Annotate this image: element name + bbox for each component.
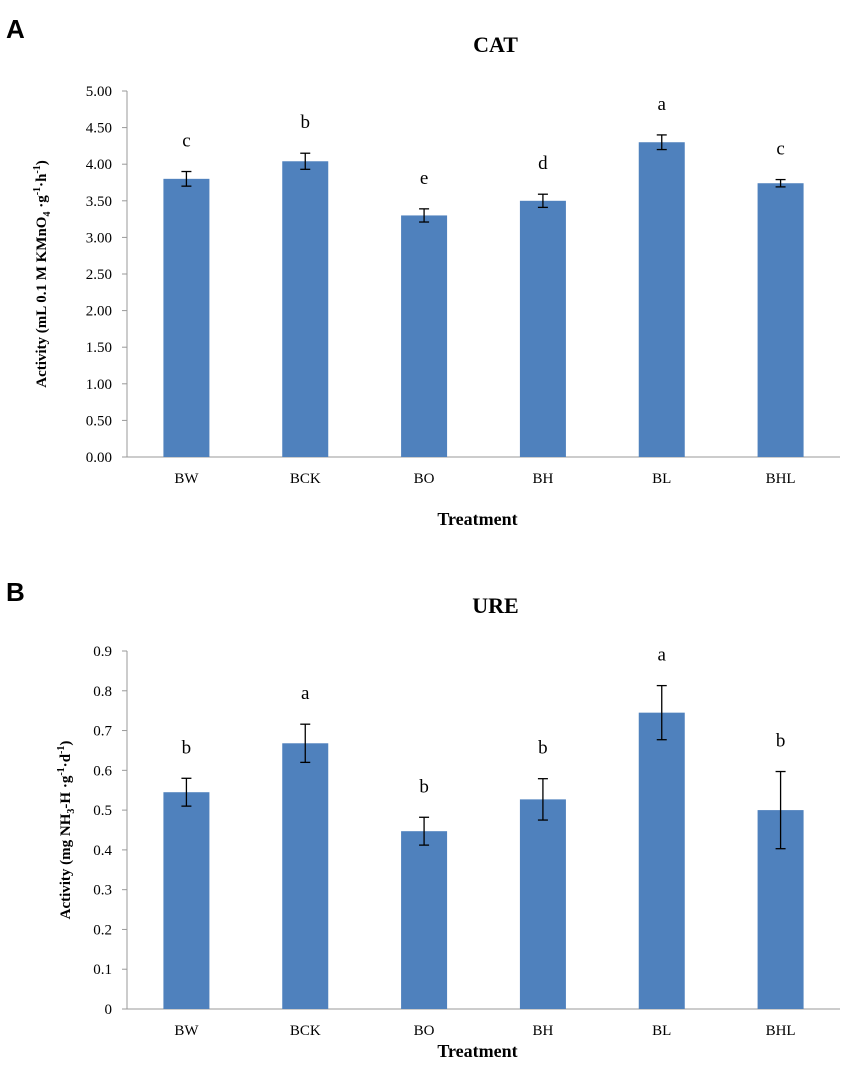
y-tick-label-a: 2.50 bbox=[86, 267, 112, 283]
bar-b-bo bbox=[401, 831, 448, 1009]
x-axis-label-a: Treatment bbox=[437, 509, 517, 529]
significance-letter-b-bh: b bbox=[538, 738, 548, 759]
bar-b-bh bbox=[519, 799, 566, 1009]
bar-a-bw bbox=[163, 178, 210, 457]
y-axis-label-b: Activity (mg NH3-H ·g-1·d-1) bbox=[56, 741, 77, 920]
y-tick-label-a: 1.00 bbox=[86, 377, 112, 393]
significance-letter-b-bhl: b bbox=[776, 731, 786, 752]
y-tick-label-b: 0.1 bbox=[93, 962, 112, 978]
y-tick-label-a: 0.00 bbox=[86, 450, 112, 466]
significance-letter-a-bo: e bbox=[420, 168, 428, 189]
chart-title-b: URE bbox=[472, 593, 518, 618]
bar-b-bw bbox=[163, 792, 210, 1009]
chart-title-a: CAT bbox=[473, 32, 518, 57]
x-tick-label-a-bl: BL bbox=[652, 471, 671, 487]
y-tick-label-a: 1.50 bbox=[86, 340, 112, 356]
y-tick-label-b: 0.9 bbox=[93, 644, 112, 660]
significance-letter-a-bl: a bbox=[658, 94, 667, 115]
bar-a-bck bbox=[282, 161, 329, 457]
y-axis-label-part: ·h bbox=[34, 173, 50, 187]
y-tick-label-b: 0.4 bbox=[93, 843, 112, 859]
y-tick-label-a: 3.50 bbox=[86, 194, 112, 210]
significance-letter-b-bw: b bbox=[182, 737, 192, 758]
bar-b-bl bbox=[638, 712, 685, 1009]
bar-a-bo bbox=[401, 215, 448, 457]
y-axis-label-part: Activity (mg NH bbox=[58, 813, 74, 919]
y-axis-label-part: -1 bbox=[56, 746, 67, 754]
bar-b-bck bbox=[282, 743, 329, 1009]
y-axis-label-part: ·d bbox=[58, 753, 74, 767]
y-axis-label-part: ·g bbox=[34, 195, 50, 212]
y-tick-label-a: 0.50 bbox=[86, 413, 112, 429]
significance-letter-b-bck: a bbox=[301, 683, 310, 704]
significance-letter-a-bhl: c bbox=[776, 139, 784, 160]
bar-a-bl bbox=[638, 142, 685, 458]
y-tick-label-b: 0.6 bbox=[93, 763, 112, 779]
y-axis-label-part: -1 bbox=[32, 187, 43, 195]
y-axis-label-part: -1 bbox=[56, 767, 67, 775]
x-axis-label-b: Treatment bbox=[437, 1041, 517, 1061]
x-tick-label-b-bo: BO bbox=[414, 1023, 435, 1039]
panel-label-b: B bbox=[6, 577, 25, 607]
y-tick-label-b: 0.8 bbox=[93, 684, 112, 700]
bar-a-bhl bbox=[757, 183, 804, 457]
x-tick-label-b-bw: BW bbox=[174, 1023, 199, 1039]
x-tick-label-b-bhl: BHL bbox=[766, 1023, 796, 1039]
y-axis-label-part: -1 bbox=[32, 165, 43, 173]
y-tick-label-a: 4.50 bbox=[86, 121, 112, 137]
panel-label-a: A bbox=[6, 14, 25, 44]
y-axis-label-a: Activity (mL 0.1 M KMnO4 ·g-1·h-1) bbox=[32, 160, 53, 388]
significance-letter-b-bo: b bbox=[419, 776, 429, 797]
y-tick-label-a: 3.00 bbox=[86, 230, 112, 246]
bar-a-bh bbox=[519, 200, 566, 458]
x-tick-label-a-bhl: BHL bbox=[766, 471, 796, 487]
y-axis-label-part: ) bbox=[34, 160, 50, 165]
y-tick-label-b: 0.5 bbox=[93, 803, 112, 819]
x-tick-label-a-bo: BO bbox=[414, 471, 435, 487]
y-axis-label-part: 3 bbox=[66, 809, 77, 814]
y-tick-label-b: 0.7 bbox=[93, 724, 112, 740]
y-axis-label-part: 4 bbox=[42, 212, 53, 217]
x-tick-label-a-bw: BW bbox=[174, 471, 199, 487]
y-axis-label-part: ) bbox=[58, 741, 74, 746]
y-tick-label-a: 4.00 bbox=[86, 157, 112, 173]
significance-letter-a-bck: b bbox=[301, 112, 311, 133]
y-tick-label-a: 5.00 bbox=[86, 84, 112, 100]
significance-letter-a-bw: c bbox=[182, 131, 190, 152]
x-tick-label-a-bck: BCK bbox=[290, 471, 321, 487]
y-tick-label-b: 0.3 bbox=[93, 883, 112, 899]
x-tick-label-b-bck: BCK bbox=[290, 1023, 321, 1039]
y-tick-label-b: 0.2 bbox=[93, 922, 112, 938]
y-tick-label-a: 2.00 bbox=[86, 304, 112, 320]
significance-letter-a-bh: d bbox=[538, 153, 548, 174]
y-axis-label-part: -H ·g bbox=[58, 775, 74, 808]
significance-letter-b-bl: a bbox=[658, 645, 667, 666]
x-tick-label-a-bh: BH bbox=[532, 471, 553, 487]
y-axis-label-part: Activity (mL 0.1 M KMnO bbox=[34, 217, 50, 388]
x-tick-label-b-bh: BH bbox=[532, 1023, 553, 1039]
y-tick-label-b: 0 bbox=[105, 1002, 113, 1018]
x-tick-label-b-bl: BL bbox=[652, 1023, 671, 1039]
